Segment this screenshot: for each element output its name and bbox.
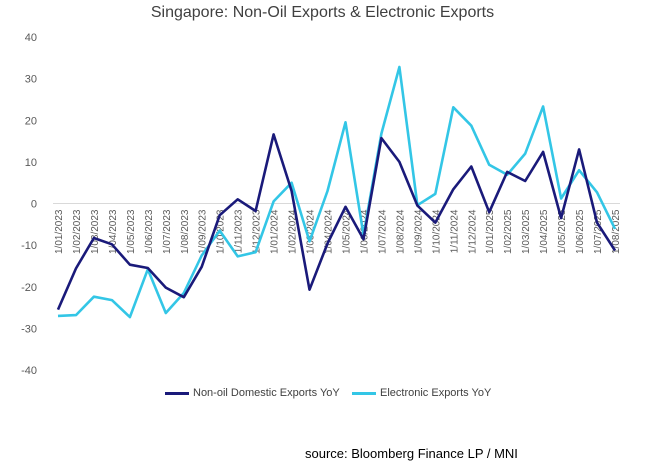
- chart-title: Singapore: Non-Oil Exports & Electronic …: [150, 4, 495, 21]
- x-tick-label: 1/05/2024: [341, 209, 352, 254]
- x-tick-label: 1/03/2024: [306, 209, 317, 254]
- x-tick-label: 1/08/2023: [180, 209, 191, 254]
- x-tick-label: 1/04/2024: [324, 209, 335, 254]
- y-tick-label: 40: [25, 32, 37, 44]
- x-tick-label: 1/06/2025: [575, 209, 586, 254]
- x-tick-label: 1/10/2024: [431, 209, 442, 254]
- x-tick-label: 1/12/2024: [467, 209, 478, 254]
- x-tick-label: 1/07/2023: [162, 209, 173, 254]
- legend-swatch-non-oil: [165, 391, 189, 395]
- x-tick-label: 1/03/2025: [521, 209, 532, 254]
- series-lines: [56, 65, 617, 319]
- y-axis-ticks: 40 30 20 10 0 -10 -20 -30 -40: [21, 32, 37, 377]
- x-tick-label: 1/01/2025: [485, 209, 496, 254]
- x-tick-label: 1/05/2023: [126, 209, 137, 254]
- x-tick-label: 1/06/2023: [144, 209, 155, 254]
- legend-item-non-oil: Non-oil Domestic Exports YoY: [165, 387, 340, 399]
- y-tick-label: 0: [31, 199, 37, 211]
- x-tick-label: 1/02/2023: [72, 209, 83, 254]
- series-line-non-oil: [56, 133, 617, 311]
- x-tick-label: 1/09/2023: [198, 209, 209, 254]
- x-tick-label: 1/04/2025: [539, 209, 550, 254]
- x-tick-label: 1/11/2023: [234, 209, 245, 253]
- x-tick-label: 1/03/2023: [90, 209, 101, 254]
- x-tick-label: 1/02/2025: [503, 209, 514, 254]
- x-tick-label: 1/01/2024: [270, 209, 281, 254]
- x-tick-label: 1/09/2024: [413, 209, 424, 254]
- x-tick-label: 1/11/2024: [449, 209, 460, 253]
- x-axis-ticks: 1/01/2023 1/02/2023 1/03/2023 1/04/2023 1/05…: [54, 209, 622, 254]
- y-tick-label: -40: [21, 365, 37, 377]
- legend-label-electronic: Electronic Exports YoY: [380, 387, 492, 399]
- legend-item-electronic: Electronic Exports YoY: [352, 387, 491, 399]
- source-note: source: Bloomberg Finance LP / MNI: [305, 446, 518, 461]
- y-tick-label: 30: [25, 74, 37, 86]
- x-tick-label: 1/01/2023: [54, 209, 65, 254]
- x-tick-label: 1/02/2024: [288, 209, 299, 254]
- legend-swatch-electronic: [352, 391, 376, 395]
- y-tick-label: -20: [21, 282, 37, 294]
- x-tick-label: 1/12/2023: [252, 209, 263, 254]
- y-tick-label: 20: [25, 115, 37, 127]
- x-tick-label: 1/07/2025: [593, 209, 604, 254]
- legend-label-non-oil: Non-oil Domestic Exports YoY: [193, 387, 340, 399]
- series-line-electronic: [57, 65, 617, 319]
- x-tick-label: 1/04/2023: [108, 209, 119, 254]
- x-tick-label: 1/05/2025: [557, 209, 568, 254]
- y-tick-label: -30: [21, 323, 37, 335]
- x-tick-label: 1/08/2025: [611, 209, 622, 254]
- y-tick-label: 10: [25, 157, 37, 169]
- y-tick-label: -10: [21, 240, 37, 252]
- x-tick-label: 1/08/2024: [395, 209, 406, 254]
- x-tick-label: 1/07/2024: [377, 209, 388, 254]
